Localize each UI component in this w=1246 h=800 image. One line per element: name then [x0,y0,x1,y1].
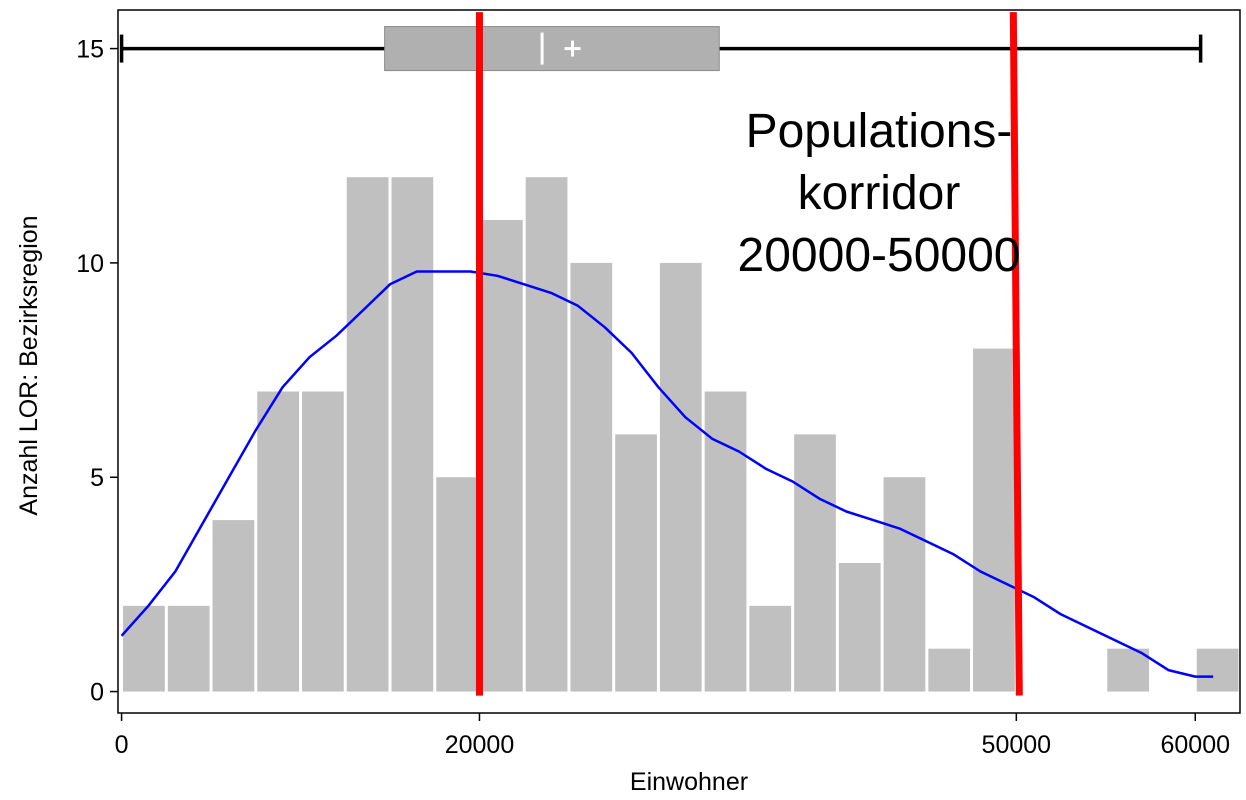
corridor-layer [475,12,1023,696]
y-tick-label: 10 [76,250,104,278]
corridor-upper-line [1009,12,1023,696]
histogram-bar [794,434,836,692]
histogram-bar [257,391,300,692]
histogram-bar [123,605,165,692]
histogram-bar [973,348,1015,692]
corridor-annotation: Populations-korridor 20000-50000 [738,105,1021,282]
x-tick-label: 60000 [1160,731,1230,759]
histogram-bar [480,220,523,692]
histogram-bar [391,177,434,692]
density-curve-layer [120,270,1214,678]
y-tick-label: 5 [90,464,104,492]
histogram-bar [167,605,210,692]
histogram-bar [704,391,747,692]
x-tick-label: 0 [115,731,129,759]
x-tick-label: 50000 [982,731,1052,759]
boxplot-layer [119,26,1203,72]
y-tick-label: 0 [90,679,104,707]
histogram-bar [1196,648,1239,692]
histogram-bar [928,648,971,692]
corridor-annotation-line: 20000-50000 [738,229,1021,282]
boxplot-box [384,26,720,72]
histogram-bar [615,434,657,692]
histogram-bar [302,391,344,692]
histogram-bar [838,562,881,692]
histogram-bar [1107,648,1150,692]
corridor-annotation-line: korridor [798,167,961,220]
y-axis-title: Anzahl LOR: Bezirksregion [15,215,43,515]
histogram-bar [525,177,568,692]
histogram-bar [659,262,702,692]
histogram-bar [749,605,792,692]
x-tick-label: 20000 [445,731,515,759]
axes: 0 5 10 15 0 20000 50000 60000 [76,9,1241,759]
corridor-annotation-line: Populations- [746,105,1013,158]
histogram-bar [436,477,478,692]
histogram-bar [883,477,926,692]
histogram-bar [570,262,613,692]
histogram-bar [212,520,255,692]
plot-frame [117,9,1241,714]
density-curve [120,270,1214,678]
x-axis-title: Einwohner [630,768,748,796]
histogram-bars [123,177,1239,692]
y-tick-label: 15 [76,36,104,64]
histogram-bar [346,177,389,692]
